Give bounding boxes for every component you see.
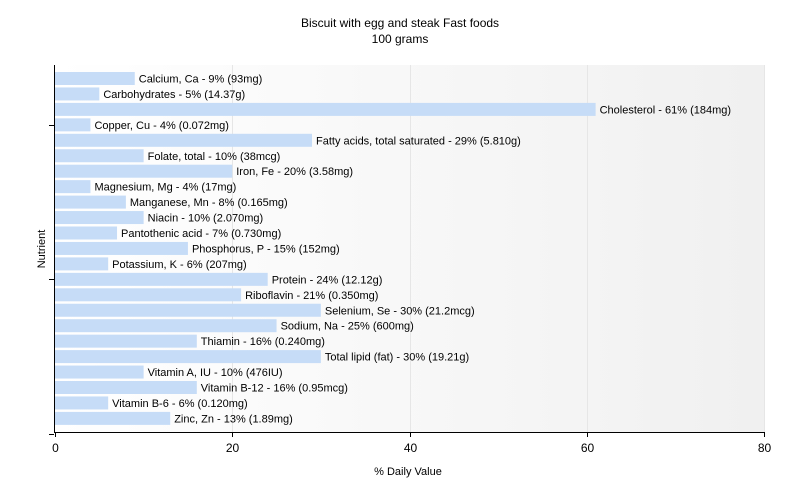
bar-label: Riboflavin - 21% (0.350mg) [245, 290, 378, 302]
bar-label: Total lipid (fat) - 30% (19.21g) [325, 352, 469, 364]
bar [55, 164, 233, 178]
bar-label: Vitamin B-12 - 16% (0.95mcg) [201, 383, 348, 395]
bar-label: Selenium, Se - 30% (21.2mcg) [325, 305, 475, 317]
bar [55, 180, 91, 194]
bar-label: Cholesterol - 61% (184mg) [600, 104, 731, 116]
x-axis-ticks: 0 20 40 60 80 [52, 432, 771, 455]
bar-label: Magnesium, Mg - 4% (17mg) [94, 182, 236, 194]
bar [55, 195, 126, 209]
bar [55, 350, 321, 364]
bar-label: Pantothenic acid - 7% (0.730mg) [121, 228, 281, 240]
bar [55, 87, 100, 101]
bar-label: Vitamin A, IU - 10% (476IU) [148, 367, 283, 379]
x-tick-label: 0 [52, 441, 59, 455]
bar [55, 257, 109, 271]
bar-label: Potassium, K - 6% (207mg) [112, 259, 247, 271]
x-tick-label: 40 [404, 441, 418, 455]
bar-label: Manganese, Mn - 8% (0.165mg) [130, 197, 288, 209]
bar [55, 303, 321, 317]
bar-label: Sodium, Na - 25% (600mg) [281, 321, 414, 333]
bar [55, 381, 197, 394]
bar [55, 226, 118, 240]
x-tick-label: 20 [226, 441, 240, 455]
x-tick-label: 80 [758, 441, 772, 455]
bars [55, 72, 596, 425]
bar [55, 211, 144, 225]
bar [55, 133, 313, 147]
bar-label: Iron, Fe - 20% (3.58mg) [236, 166, 353, 178]
bar [55, 319, 277, 333]
bar-label: Protein - 24% (12.12g) [272, 274, 383, 286]
bar-labels: Calcium, Ca - 9% (93mg) Carbohydrates - 5… [94, 74, 731, 426]
chart-title: Biscuit with egg and steak Fast foods [300, 16, 500, 30]
x-tick-label: 60 [581, 441, 595, 455]
grid-lines [232, 65, 765, 432]
y-axis-ticks [49, 125, 54, 435]
bar-label: Folate, total - 10% (38mcg) [148, 151, 281, 163]
bar-label: Fatty acids, total saturated - 29% (5.81… [316, 135, 521, 147]
bar-label: Zinc, Zn - 13% (1.89mg) [174, 413, 293, 425]
bar [55, 149, 144, 163]
bar [55, 396, 109, 410]
bar-label: Niacin - 10% (2.070mg) [148, 213, 264, 225]
bar [55, 118, 91, 132]
bar [55, 365, 144, 379]
bar [55, 288, 242, 302]
bar [55, 411, 171, 425]
bar [55, 72, 135, 85]
bar-label: Copper, Cu - 4% (0.072mg) [94, 120, 229, 132]
bar [55, 334, 197, 348]
bar-label: Thiamin - 16% (0.240mg) [201, 336, 325, 348]
bar-label: Vitamin B-6 - 6% (0.120mg) [112, 398, 248, 410]
bar-label: Phosphorus, P - 15% (152mg) [192, 243, 340, 255]
bar [55, 272, 268, 286]
bar [55, 241, 188, 255]
bar [55, 102, 596, 116]
y-axis-title: Nutrient [36, 229, 48, 269]
x-axis-title: % Daily Value [374, 466, 442, 478]
chart-subtitle: 100 grams [371, 32, 429, 46]
bar-label: Calcium, Ca - 9% (93mg) [139, 74, 262, 86]
bar-label: Carbohydrates - 5% (14.37g) [103, 89, 245, 101]
